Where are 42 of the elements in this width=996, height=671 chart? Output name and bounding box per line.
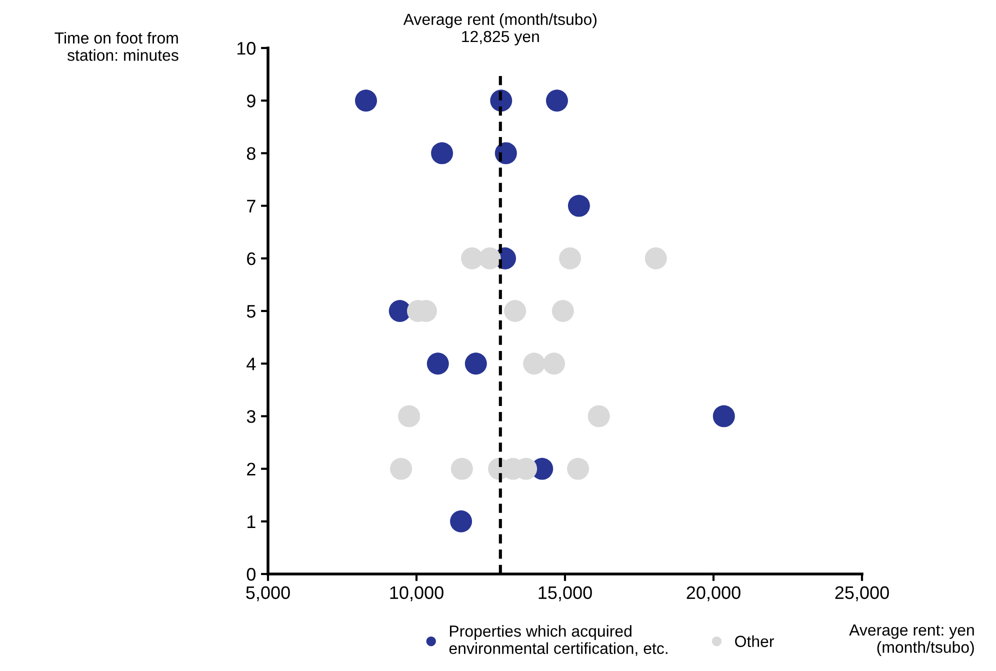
ref-line-label: Average rent (month/tsubo) 12,825 yen (403, 13, 596, 46)
point (426, 352, 449, 375)
legend-label: Properties which acquired environmental certification, etc. (449, 625, 668, 656)
point (388, 300, 411, 322)
y-tick-label: 0 (246, 568, 256, 581)
x-tick-label: 20,000 (686, 586, 740, 602)
x-tick-label: 15,000 (538, 586, 592, 602)
point (559, 247, 582, 270)
point (543, 352, 565, 375)
point (450, 510, 472, 532)
y-tick-label: 7 (247, 200, 256, 212)
y-tick-label: 6 (247, 252, 256, 266)
point (712, 405, 735, 428)
point (567, 458, 590, 480)
y-tick-label: 8 (246, 147, 256, 160)
point (431, 142, 454, 164)
y-tick-label: 9 (247, 94, 256, 108)
y-axis-title: Time on foot from station: minutes (54, 32, 178, 61)
point (588, 405, 610, 428)
point (644, 247, 667, 270)
legend-label: Other (735, 635, 774, 648)
point (523, 352, 546, 375)
y-tick-label: 10 (237, 42, 256, 55)
point (568, 194, 590, 217)
point (450, 458, 473, 480)
point (546, 90, 568, 112)
point (390, 458, 412, 480)
y-tick-label: 2 (247, 462, 256, 476)
point (355, 90, 377, 112)
y-tick-label: 3 (246, 410, 256, 423)
x-tick-label: 10,000 (390, 586, 444, 602)
y-tick-label: 1 (248, 516, 256, 528)
y-tick-label: 4 (246, 358, 256, 370)
point (552, 300, 574, 322)
point (464, 352, 487, 375)
x-tick-label: 5,000 (246, 586, 290, 602)
x-tick-label: 25,000 (835, 586, 889, 602)
point (504, 300, 526, 322)
x-axis-title: Average rent: yen (month/tsubo) (849, 624, 974, 656)
point (398, 405, 420, 428)
y-tick-label: 5 (246, 305, 256, 318)
point (494, 142, 517, 164)
